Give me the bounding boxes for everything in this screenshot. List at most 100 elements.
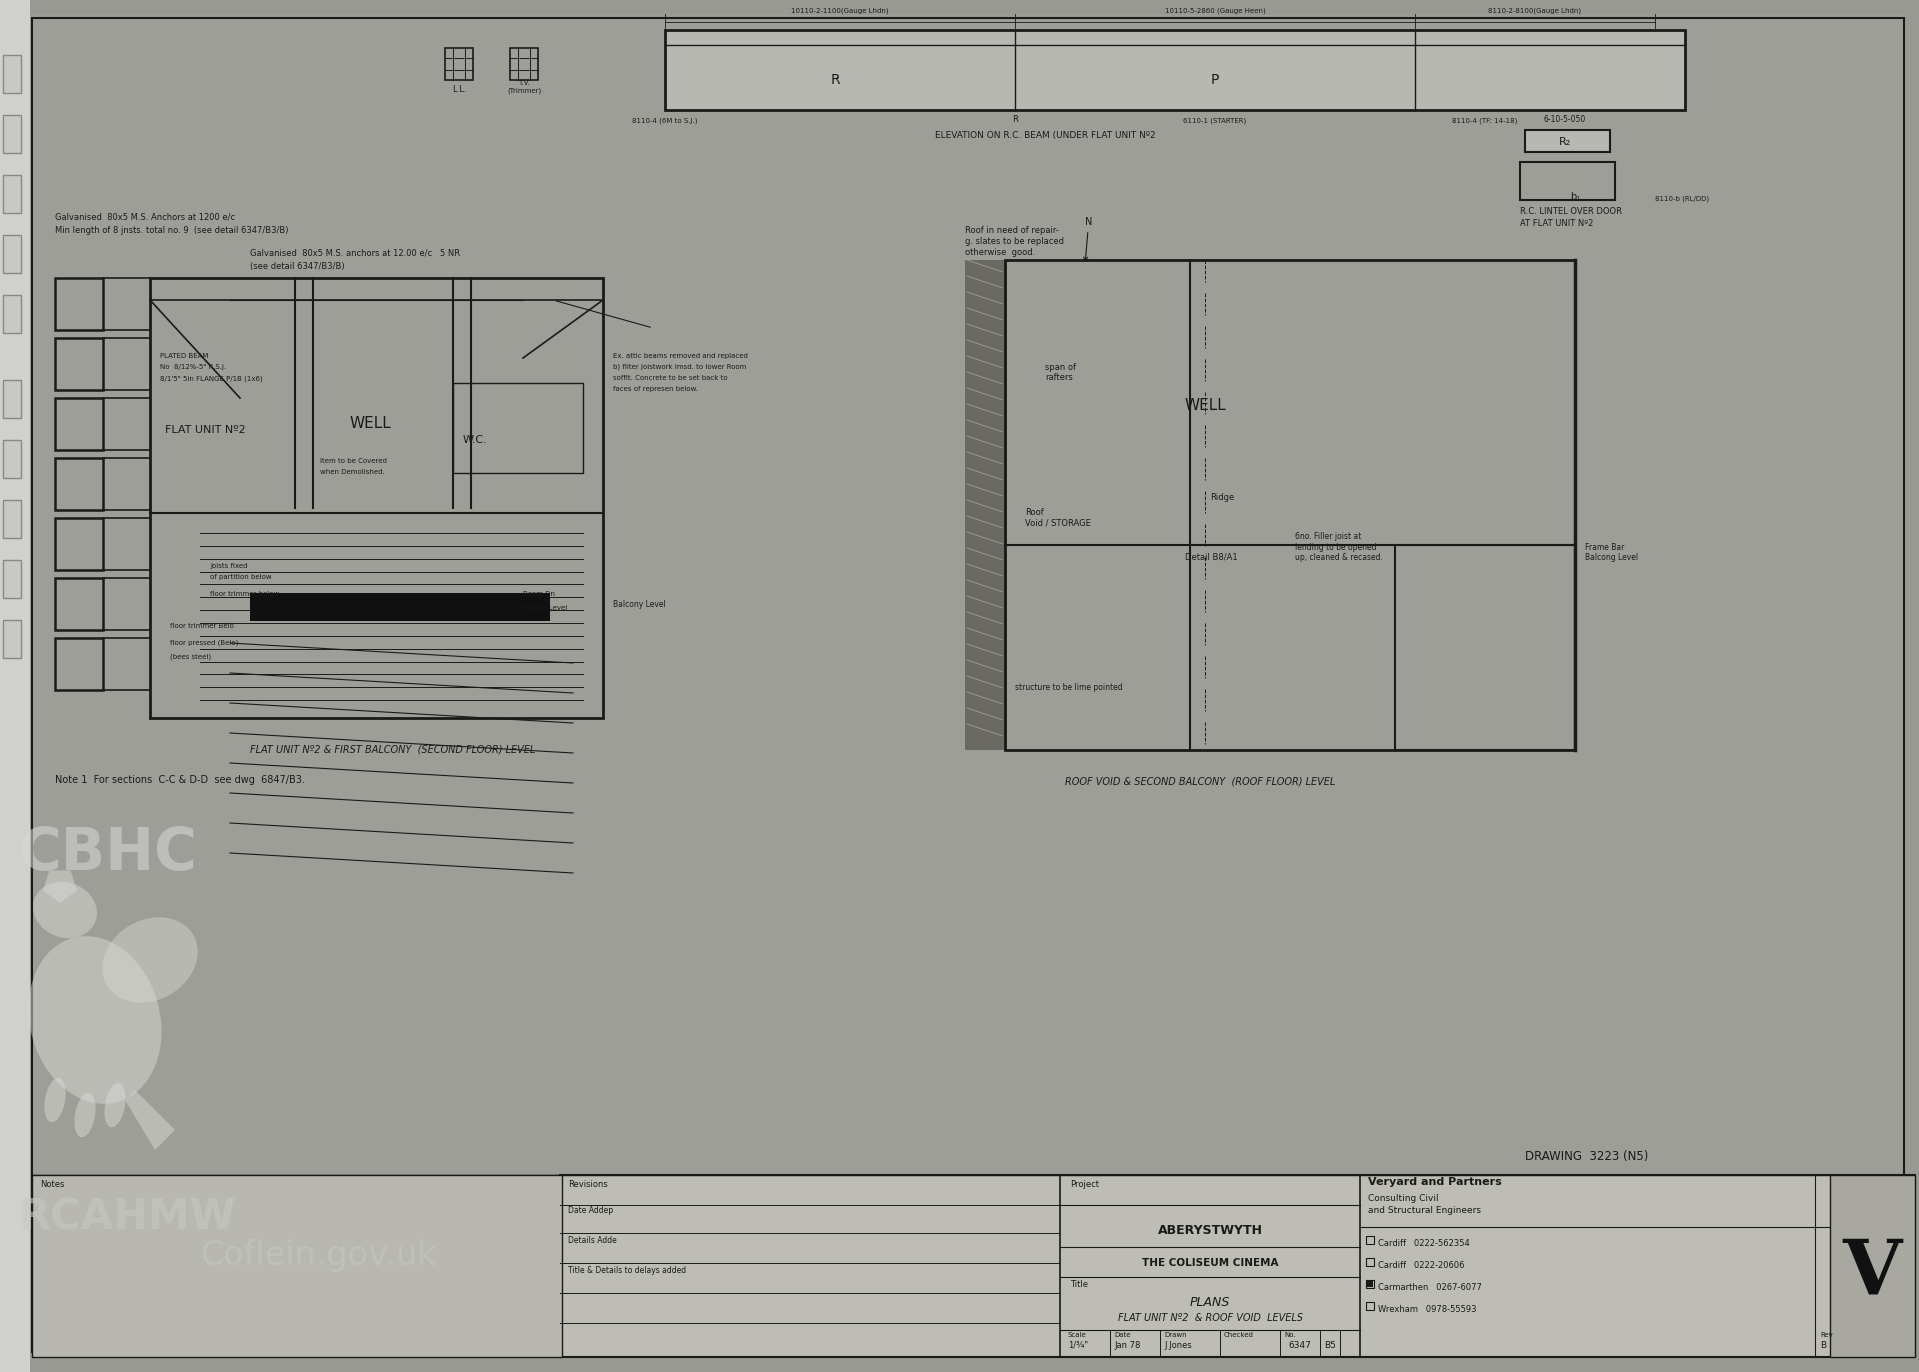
Text: N: N <box>1084 217 1092 261</box>
Text: Balcon Level: Balcon Level <box>524 605 568 611</box>
Ellipse shape <box>33 882 98 938</box>
Text: when Demolished.: when Demolished. <box>320 469 384 475</box>
Bar <box>965 261 1006 750</box>
Text: 1/¾": 1/¾" <box>1069 1340 1088 1350</box>
Text: Consulting Civil: Consulting Civil <box>1368 1194 1439 1203</box>
Bar <box>4 115 21 154</box>
Bar <box>56 458 104 510</box>
Text: Item to be Covered: Item to be Covered <box>320 458 388 464</box>
Bar <box>56 338 104 390</box>
Text: soffit. Concrete to be set back to: soffit. Concrete to be set back to <box>612 375 727 381</box>
Text: Balcony Level: Balcony Level <box>612 600 666 609</box>
Text: FLAT UNIT Nº2  & ROOF VOID  LEVELS: FLAT UNIT Nº2 & ROOF VOID LEVELS <box>1117 1313 1303 1323</box>
Text: Wrexham   0978-55593: Wrexham 0978-55593 <box>1378 1305 1476 1313</box>
Text: otherwise  good.: otherwise good. <box>965 248 1034 257</box>
Bar <box>4 55 21 93</box>
Text: Drawn: Drawn <box>1165 1332 1186 1338</box>
Bar <box>560 1174 1915 1357</box>
Text: Veryard and Partners: Veryard and Partners <box>1368 1177 1503 1187</box>
Text: RCAHMW: RCAHMW <box>17 1196 236 1239</box>
Bar <box>4 380 21 418</box>
Text: B5: B5 <box>1324 1340 1336 1350</box>
Text: V: V <box>1842 1238 1902 1312</box>
Bar <box>1366 1258 1374 1266</box>
Text: J Jones: J Jones <box>1165 1340 1192 1350</box>
Ellipse shape <box>29 936 161 1104</box>
Bar <box>4 499 21 538</box>
Bar <box>56 638 104 690</box>
Text: PLANS: PLANS <box>1190 1295 1230 1309</box>
Text: ABERYSTWYTH: ABERYSTWYTH <box>1157 1224 1263 1236</box>
Text: 8110-2-8100(Gauge Lhdn): 8110-2-8100(Gauge Lhdn) <box>1489 7 1581 14</box>
Text: Rev: Rev <box>1819 1332 1833 1338</box>
Bar <box>4 235 21 273</box>
Text: Galvanised  80x5 M.S. Anchors at 1200 e/c: Galvanised 80x5 M.S. Anchors at 1200 e/c <box>56 213 236 222</box>
Text: R: R <box>1011 115 1017 123</box>
Bar <box>1006 261 1575 750</box>
Text: Carmarthen   0267-6077: Carmarthen 0267-6077 <box>1378 1283 1481 1291</box>
Text: 6no. Filler joist at
lending to be opened
up, cleaned & recased.: 6no. Filler joist at lending to be opene… <box>1295 532 1384 563</box>
Polygon shape <box>125 1089 175 1150</box>
Text: R.C. LINTEL OVER DOOR: R.C. LINTEL OVER DOOR <box>1520 207 1622 215</box>
Text: W.C.: W.C. <box>462 435 487 445</box>
Bar <box>4 620 21 659</box>
Text: CBHC: CBHC <box>17 825 198 882</box>
Text: ROOF VOID & SECOND BALCONY  (ROOF FLOOR) LEVEL: ROOF VOID & SECOND BALCONY (ROOF FLOOR) … <box>1065 777 1336 788</box>
Text: Ridge: Ridge <box>1211 493 1234 502</box>
Bar <box>1395 545 1575 750</box>
Text: THE COLISEUM CINEMA: THE COLISEUM CINEMA <box>1142 1258 1278 1268</box>
Bar <box>249 593 551 622</box>
Text: FLAT UNIT Nº2 & FIRST BALCONY  (SECOND FLOOR) LEVEL: FLAT UNIT Nº2 & FIRST BALCONY (SECOND FL… <box>249 745 535 755</box>
Text: WELL: WELL <box>1184 398 1226 413</box>
Text: and Structural Engineers: and Structural Engineers <box>1368 1206 1481 1216</box>
Text: Revisions: Revisions <box>568 1180 608 1190</box>
Text: of partition below: of partition below <box>209 573 272 580</box>
Ellipse shape <box>104 1083 125 1128</box>
Bar <box>56 279 104 331</box>
Bar <box>1366 1302 1374 1310</box>
Bar <box>1366 1281 1372 1287</box>
Text: Coflein.gov.uk: Coflein.gov.uk <box>200 1239 436 1272</box>
Text: Galvanised  80x5 M.S. anchors at 12.00 e/c   5 NR: Galvanised 80x5 M.S. anchors at 12.00 e/… <box>249 248 461 258</box>
Text: 8110-4 (6M to S.J.): 8110-4 (6M to S.J.) <box>631 117 699 123</box>
Text: floor pressed (Belo): floor pressed (Belo) <box>171 639 238 646</box>
Text: g. slates to be replaced: g. slates to be replaced <box>965 237 1063 246</box>
Text: P: P <box>1211 73 1219 86</box>
Text: 10110-2-1100(Gauge Lhdn): 10110-2-1100(Gauge Lhdn) <box>791 7 888 14</box>
Text: Project: Project <box>1071 1180 1100 1190</box>
Bar <box>666 30 1685 110</box>
Text: T.V.
(Trimmer): T.V. (Trimmer) <box>507 80 541 93</box>
Text: floor trimmer Belo: floor trimmer Belo <box>171 623 234 628</box>
Text: Roof
Void / STORAGE: Roof Void / STORAGE <box>1025 508 1090 527</box>
Ellipse shape <box>75 1092 96 1137</box>
Text: Scale: Scale <box>1069 1332 1086 1338</box>
Text: floor trimmer below: floor trimmer below <box>209 591 280 597</box>
Text: Details Adde: Details Adde <box>568 1236 616 1244</box>
Text: span of
rafters: span of rafters <box>1046 362 1077 381</box>
Bar <box>1831 1174 1915 1357</box>
Text: DRAWING  3223 (N5): DRAWING 3223 (N5) <box>1526 1150 1648 1163</box>
Bar <box>4 440 21 477</box>
Text: (bees steel): (bees steel) <box>171 654 211 660</box>
Text: Detail B8/A1: Detail B8/A1 <box>1186 553 1238 563</box>
Bar <box>4 560 21 598</box>
Text: Frame Bar
Balcong Level: Frame Bar Balcong Level <box>1585 542 1639 563</box>
Text: Min length of 8 jnsts. total no. 9  (see detail 6347/B3/B): Min length of 8 jnsts. total no. 9 (see … <box>56 226 288 235</box>
Text: structure to be lime pointed: structure to be lime pointed <box>1015 683 1123 691</box>
Text: Ex. attic beams removed and replaced: Ex. attic beams removed and replaced <box>612 353 748 359</box>
Ellipse shape <box>44 1078 65 1122</box>
Text: PLATED BEAM: PLATED BEAM <box>159 353 209 359</box>
Text: 6-10-5-050: 6-10-5-050 <box>1545 115 1587 123</box>
Text: 10110-5-2860 (Gauge Heen): 10110-5-2860 (Gauge Heen) <box>1165 7 1265 14</box>
Text: No  8/12%-5" R.S.J.: No 8/12%-5" R.S.J. <box>159 364 226 370</box>
Text: 6110-1 (STARTER): 6110-1 (STARTER) <box>1184 117 1247 123</box>
Text: ELEVATION ON R.C. BEAM (UNDER FLAT UNIT Nº2: ELEVATION ON R.C. BEAM (UNDER FLAT UNIT … <box>935 130 1155 140</box>
Bar <box>453 383 583 473</box>
Text: 8/1'5" 5in FLANGE P/1B (1x6): 8/1'5" 5in FLANGE P/1B (1x6) <box>159 375 263 381</box>
Text: Notes: Notes <box>40 1180 65 1190</box>
Bar <box>1526 130 1610 152</box>
Bar <box>33 1174 562 1357</box>
Ellipse shape <box>102 918 198 1003</box>
Text: Date Addep: Date Addep <box>568 1206 614 1216</box>
Text: B: B <box>1819 1340 1827 1350</box>
